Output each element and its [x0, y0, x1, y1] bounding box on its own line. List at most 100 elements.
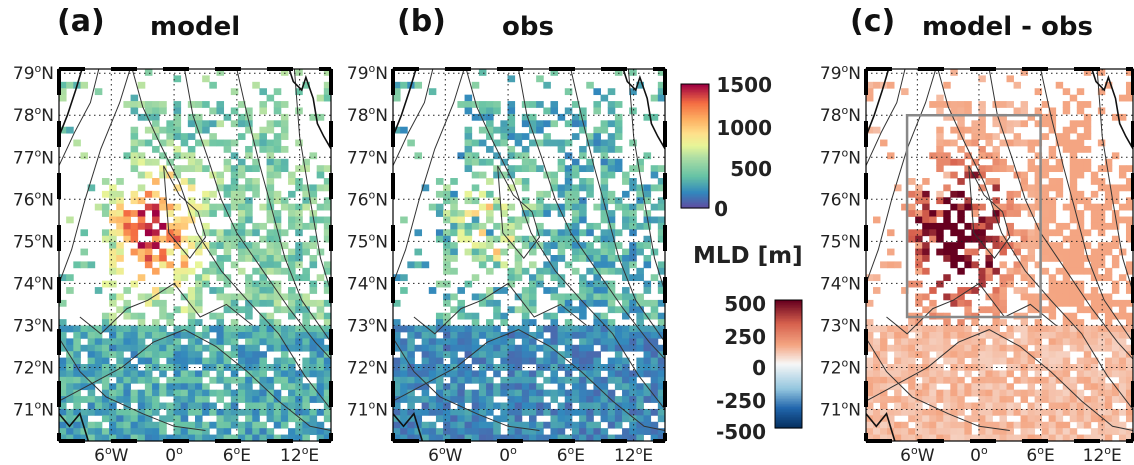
- mld-cell: [109, 229, 117, 237]
- mld-cell: [230, 171, 239, 179]
- mld-cell: [908, 389, 916, 397]
- mld-cell: [223, 165, 232, 173]
- mld-cell: [428, 351, 437, 359]
- mld-cell: [521, 267, 530, 275]
- mld-cell: [564, 299, 573, 307]
- mld-cell: [657, 325, 665, 333]
- mld-cell: [614, 101, 623, 108]
- mld-cell: [137, 421, 146, 429]
- mld-cell: [943, 428, 951, 435]
- mld-cell: [943, 370, 951, 378]
- mld-cell: [521, 203, 530, 211]
- mld-cell: [936, 434, 944, 441]
- mld-cell: [259, 421, 267, 429]
- mld-cell: [209, 81, 217, 89]
- mld-cell: [137, 344, 146, 352]
- mld-cell: [964, 197, 972, 205]
- mld-cell: [421, 376, 430, 384]
- mld-cell: [280, 357, 289, 365]
- mld-cell: [166, 312, 174, 320]
- mld-cell: [316, 165, 325, 173]
- mld-cell: [216, 184, 225, 192]
- mld-cell: [957, 293, 965, 301]
- mld-cell: [273, 325, 282, 333]
- mld-cell: [323, 261, 331, 269]
- mld-cell: [273, 190, 282, 198]
- mld-cell: [915, 383, 923, 391]
- mld-cell: [1055, 396, 1064, 403]
- mld-cell: [80, 331, 89, 339]
- mld-cell: [187, 203, 196, 211]
- mld-cell: [500, 158, 508, 166]
- mld-cell: [173, 338, 182, 346]
- mld-cell: [999, 101, 1007, 108]
- mld-cell: [600, 434, 609, 441]
- mld-cell: [908, 190, 916, 198]
- mld-cell: [636, 222, 644, 230]
- mld-cell: [964, 165, 972, 173]
- mld-cell: [636, 325, 644, 333]
- mld-cell: [1048, 242, 1057, 249]
- mld-cell: [216, 101, 225, 108]
- mld-cell: [407, 370, 415, 378]
- mld-cell: [957, 133, 965, 140]
- mld-cell: [866, 357, 874, 365]
- mld-cell: [1013, 421, 1021, 429]
- mld-cell: [564, 306, 573, 314]
- mld-cell: [943, 389, 951, 397]
- mld-cell: [478, 357, 487, 365]
- mld-cell: [929, 402, 937, 410]
- mld-cell: [407, 331, 415, 339]
- mld-cell: [223, 306, 232, 314]
- mld-cell: [1013, 434, 1021, 441]
- lon-tick-label: 6oW: [900, 444, 935, 465]
- mld-cell: [550, 408, 559, 416]
- mld-cell: [607, 287, 616, 294]
- mld-cell: [471, 222, 480, 230]
- mld-cell: [1104, 203, 1113, 211]
- mld-cell: [187, 299, 196, 307]
- mld-cell: [87, 261, 96, 269]
- bathymetry-contour: [570, 69, 665, 343]
- mld-cell: [500, 415, 508, 423]
- mld-cell: [435, 178, 444, 185]
- mld-cell: [636, 293, 644, 301]
- mld-cell: [1062, 428, 1071, 435]
- mld-cell: [586, 242, 594, 249]
- mld-cell: [443, 197, 451, 205]
- mld-cell: [316, 370, 325, 378]
- mld-cell: [1048, 428, 1057, 435]
- mld-cell: [1118, 370, 1127, 378]
- mld-cell: [123, 331, 131, 339]
- mld-cell: [237, 158, 246, 166]
- mld-cell: [650, 331, 659, 339]
- mld-cell: [915, 421, 923, 429]
- mld-cell: [1069, 229, 1078, 237]
- mld-cell: [1027, 376, 1036, 384]
- mld-cell: [1083, 101, 1092, 108]
- mld-cell: [309, 389, 318, 397]
- mld-cell: [901, 434, 909, 441]
- mld-cell: [600, 248, 609, 256]
- mld-cell: [237, 428, 246, 435]
- mld-cell: [216, 287, 225, 294]
- mld-cell: [1027, 255, 1036, 262]
- mld-cell: [1090, 203, 1099, 211]
- mld-cell: [1069, 171, 1078, 179]
- mld-cell: [579, 357, 587, 365]
- mld-cell: [1076, 120, 1085, 128]
- mld-cell: [607, 293, 616, 301]
- mld-cell: [536, 357, 544, 365]
- mld-cell: [295, 389, 303, 397]
- mld-cell: [1076, 357, 1085, 365]
- mld-cell: [464, 126, 473, 134]
- mld-cell: [880, 434, 888, 441]
- mld-cell: [273, 107, 282, 115]
- mld-cell: [929, 428, 937, 435]
- mld-cell: [478, 408, 487, 416]
- mld-cell: [901, 88, 909, 96]
- mld-cell: [435, 364, 444, 371]
- mld-cell: [152, 434, 160, 441]
- mld-cell: [187, 152, 196, 160]
- mld-cell: [629, 88, 637, 96]
